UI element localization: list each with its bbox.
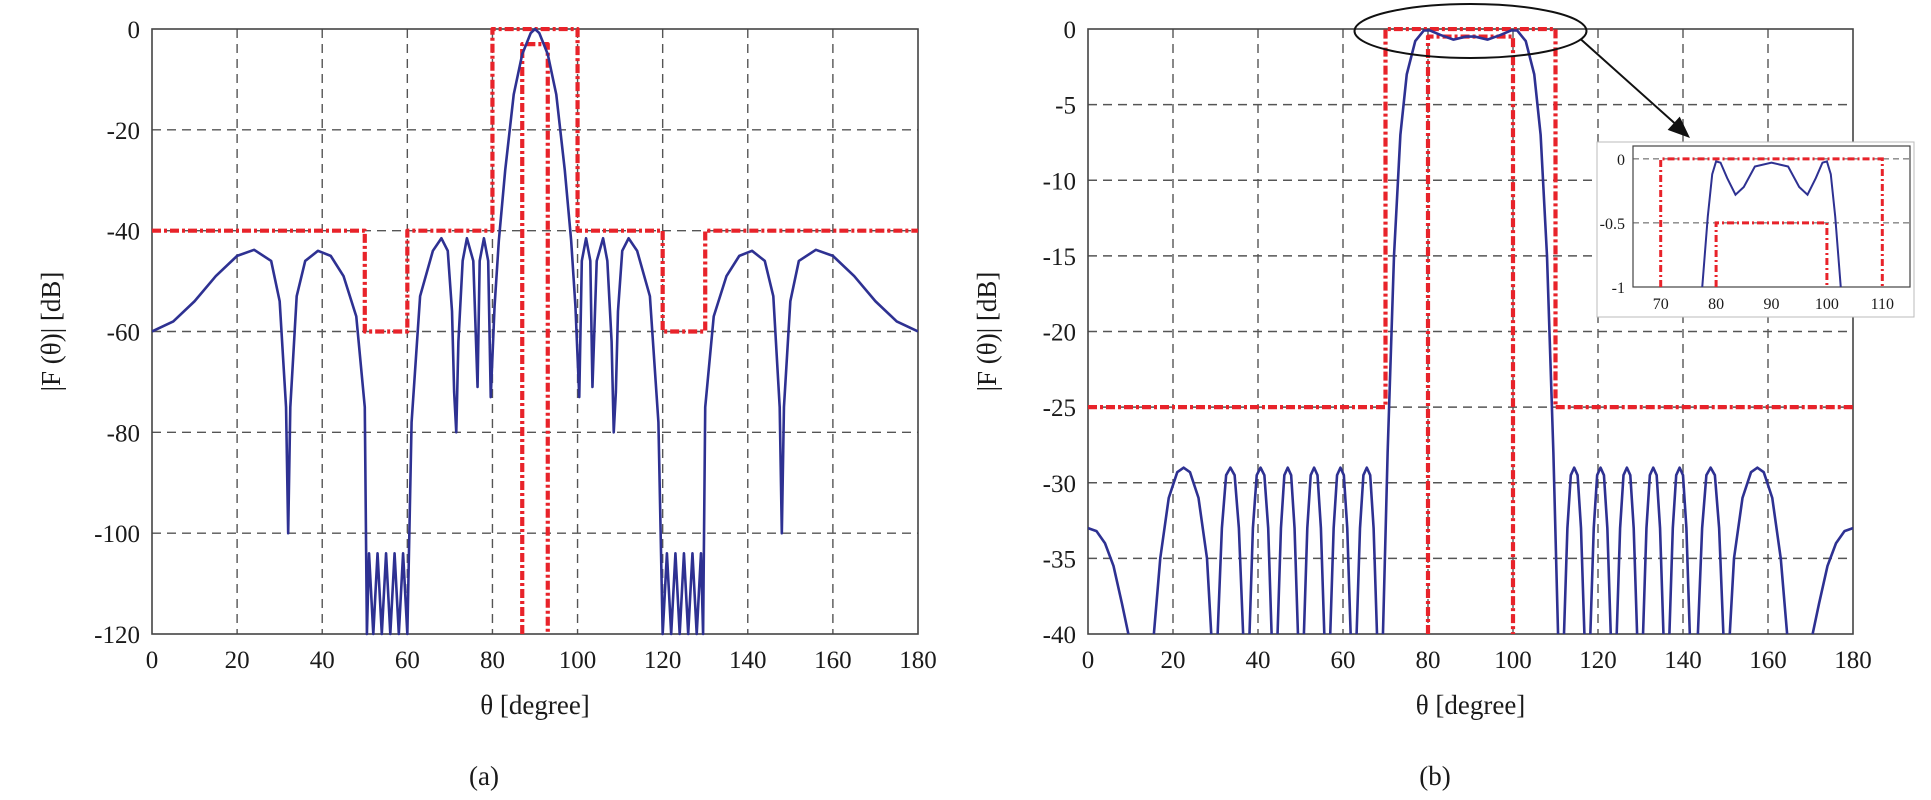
x-axis-label: θ [degree]	[1416, 690, 1526, 720]
x-tick-label: 0	[146, 647, 159, 674]
pattern-line	[1811, 526, 1853, 635]
pattern-line	[1088, 526, 1130, 635]
chart-panel-a: 0 20 40 60 80 100 120 140 160 180 0 -20 -40 -60 -80 -10…	[36, 17, 937, 720]
pattern-line	[1381, 29, 1560, 635]
mask-line-mask-upper	[1088, 27, 1853, 410]
y-tick-label: -100	[94, 521, 140, 548]
y-tick-label: -40	[1043, 622, 1076, 649]
inset-mask-upper	[1659, 157, 1884, 287]
y-tick-label: -20	[1043, 320, 1076, 347]
y-axis-label: |F (θ)| [dB]	[36, 272, 66, 392]
pattern-line	[1302, 466, 1326, 635]
inset-pattern-line	[1701, 160, 1842, 288]
y-tick-label: -60	[107, 320, 140, 347]
x-tick-label: 140	[1664, 647, 1702, 674]
inset-x-tick-label: 100	[1815, 296, 1839, 313]
x-tick-label: 160	[814, 647, 852, 674]
mask-line-mask-lower	[520, 42, 550, 634]
y-axis-label: |F (θ)| [dB]	[972, 272, 1002, 392]
plot-area	[152, 27, 918, 636]
x-tick-label: 80	[1416, 647, 1441, 674]
x-tick-label: 120	[1579, 647, 1617, 674]
y-tick-label: -80	[107, 420, 140, 447]
x-tick-label: 100	[559, 647, 597, 674]
inset-y-tick-label: 0	[1617, 152, 1625, 169]
pattern-line	[1641, 466, 1665, 635]
chart-inset-b: 0 -0.5 -1 70 80 90 100 110	[1596, 141, 1915, 318]
x-tick-label: 60	[395, 647, 420, 674]
zoom-annotation	[1353, 3, 1690, 138]
x-tick-label: 140	[729, 647, 767, 674]
x-tick-label: 180	[899, 647, 937, 674]
x-tick-label: 40	[310, 647, 335, 674]
inset-x-tick-label: 80	[1708, 296, 1724, 313]
y-tick-label: -30	[1043, 471, 1076, 498]
x-tick-label: 0	[1082, 647, 1095, 674]
chart-panel-b: 0 20 40 60 80 100 120 140 160 1800-5-10-15-20-25-…	[972, 17, 1872, 720]
inset-mask-lower	[1714, 221, 1829, 287]
plot-area	[1088, 27, 1853, 635]
zoom-ellipse	[1353, 3, 1588, 59]
pattern-line	[1152, 466, 1213, 635]
inset-background	[1596, 141, 1915, 318]
mask-line-mask-upper	[152, 27, 918, 334]
x-tick-label: 80	[480, 647, 505, 674]
pattern-line	[1248, 466, 1273, 635]
panel-label-b: (b)	[1419, 761, 1450, 791]
pattern-line	[1328, 466, 1352, 635]
y-tick-label: -35	[1043, 546, 1076, 573]
pattern-line	[1276, 466, 1300, 635]
x-tick-label: 180	[1834, 647, 1872, 674]
x-tick-label: 20	[225, 647, 250, 674]
y-tick-label: -5	[1055, 93, 1076, 120]
x-tick-label: 20	[1161, 647, 1186, 674]
pattern-line	[1589, 466, 1613, 635]
inset-y-tick-label: -1	[1612, 280, 1625, 297]
pattern-line	[1668, 466, 1692, 635]
pattern-line	[1696, 466, 1725, 635]
inset-frame	[1632, 145, 1911, 288]
inset-x-tick-label: 70	[1653, 296, 1669, 313]
x-tick-label: 120	[644, 647, 682, 674]
pattern-line	[1615, 466, 1639, 635]
zoom-arrow-head	[1667, 116, 1690, 138]
y-tick-label: -20	[107, 118, 140, 145]
mask-line-mask-lower	[1425, 34, 1516, 634]
y-tick-label: -25	[1043, 395, 1076, 422]
pattern-line	[1728, 466, 1789, 635]
y-tick-label: -15	[1043, 244, 1076, 271]
x-tick-label: 60	[1331, 647, 1356, 674]
x-tick-label: 160	[1749, 647, 1787, 674]
zoom-arrow-shaft	[1579, 38, 1681, 129]
x-tick-label: 100	[1494, 647, 1532, 674]
pattern-line	[1216, 466, 1245, 635]
x-axis-label: θ [degree]	[480, 690, 590, 720]
panel-label-a: (a)	[469, 761, 499, 791]
y-tick-label: -40	[107, 219, 140, 246]
y-tick-label: -10	[1043, 168, 1076, 195]
pattern-line	[1355, 466, 1379, 635]
inset-x-tick-label: 110	[1871, 296, 1894, 313]
x-tick-label: 40	[1246, 647, 1271, 674]
y-tick-label: -120	[94, 622, 140, 649]
pattern-line	[152, 27, 918, 636]
inset-y-tick-label: -0.5	[1600, 216, 1625, 233]
y-tick-label: 0	[1064, 17, 1077, 44]
y-tick-label: 0	[128, 17, 141, 44]
pattern-line	[1562, 466, 1586, 635]
inset-x-tick-label: 90	[1764, 296, 1780, 313]
